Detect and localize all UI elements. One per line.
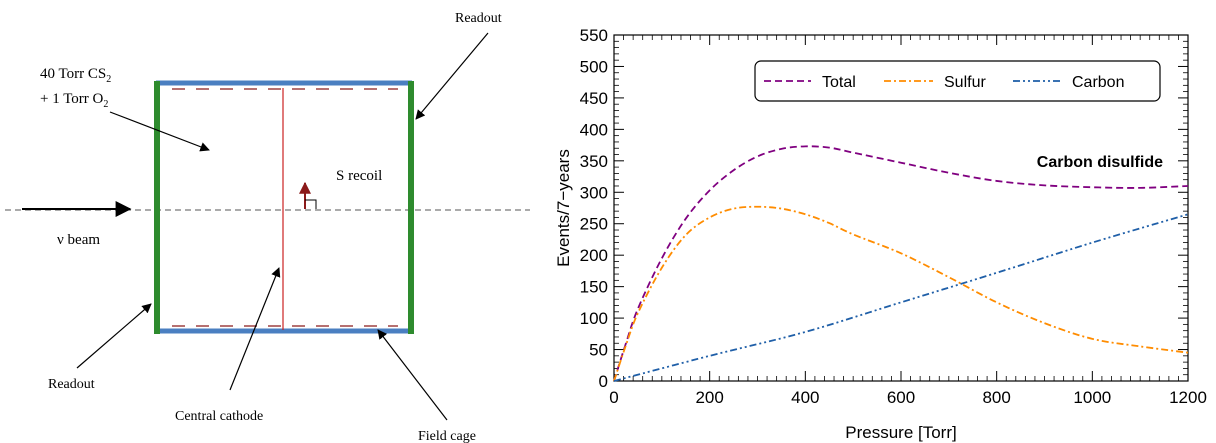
x-tick-labels: 0 200 400 600 800 1000 1200 xyxy=(609,388,1207,407)
legend-label-total: Total xyxy=(822,74,856,91)
detector-diagram: 40 Torr CS2 + 1 Torr O2 Readout S recoil… xyxy=(5,11,530,443)
beam-label: ν beam xyxy=(57,232,100,248)
y-tick-label: 200 xyxy=(580,246,608,265)
field-cage-arrow xyxy=(377,329,448,421)
gas-arrow xyxy=(109,111,210,152)
field-cage-label: Field cage xyxy=(418,429,476,443)
events-chart: 0 200 400 600 800 1000 1200 0 50 100 150 200 250 300… xyxy=(554,26,1207,442)
readout-top-arrow xyxy=(415,32,489,120)
x-tick-label: 400 xyxy=(791,388,819,407)
x-tick-label: 200 xyxy=(695,388,723,407)
readout-bottom-label: Readout xyxy=(48,377,95,392)
legend-label-sulfur: Sulfur xyxy=(944,74,986,91)
x-tick-label: 1000 xyxy=(1073,388,1111,407)
y-tick-label: 350 xyxy=(580,152,608,171)
y-tick-label: 450 xyxy=(580,89,608,108)
series-line-carbon xyxy=(613,213,1189,382)
chart-annotation: Carbon disulfide xyxy=(1037,154,1163,171)
y-tick-label: 400 xyxy=(580,120,608,139)
series-lines xyxy=(613,145,1189,382)
y-tick-label: 550 xyxy=(580,26,608,45)
s-recoil-label: S recoil xyxy=(336,168,382,184)
legend-box xyxy=(754,60,1161,102)
x-axis-label: Pressure [Torr] xyxy=(845,423,956,442)
y-tick-label: 150 xyxy=(580,278,608,297)
y-tick-label: 100 xyxy=(580,309,608,328)
x-tick-label: 800 xyxy=(982,388,1010,407)
cathode-arrow xyxy=(229,267,281,391)
y-tick-label: 0 xyxy=(599,372,608,391)
legend: Total Sulfur Carbon xyxy=(754,60,1161,102)
x-tick-label: 600 xyxy=(887,388,915,407)
major-ticks xyxy=(613,34,1189,382)
gas-label-line1: 40 Torr CS2 xyxy=(40,66,111,85)
y-tick-label: 500 xyxy=(580,57,608,76)
series-line-total xyxy=(613,145,1189,382)
y-axis-label: Events/7−years xyxy=(554,149,573,267)
gas-label-line2: + 1 Torr O2 xyxy=(40,91,108,110)
y-tick-label: 250 xyxy=(580,215,608,234)
x-tick-label: 1200 xyxy=(1169,388,1207,407)
readout-top-label: Readout xyxy=(455,11,502,26)
y-tick-label: 300 xyxy=(580,183,608,202)
readout-bottom-arrow xyxy=(76,303,152,369)
central-cathode-label: Central cathode xyxy=(175,409,263,424)
x-tick-label: 0 xyxy=(609,388,618,407)
right-angle-mark xyxy=(305,199,317,209)
series-line-sulfur xyxy=(613,205,1189,382)
legend-label-carbon: Carbon xyxy=(1072,74,1124,91)
y-tick-labels: 0 50 100 150 200 250 300 350 400 450 500 550 xyxy=(580,26,608,391)
y-tick-label: 50 xyxy=(589,341,608,360)
